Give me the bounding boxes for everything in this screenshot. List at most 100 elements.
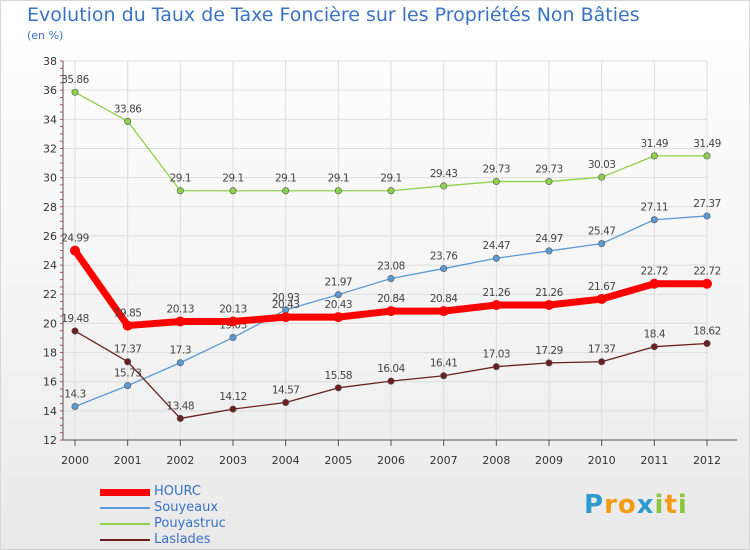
y-tick-label: 32 bbox=[43, 142, 57, 155]
data-point-laslades bbox=[545, 359, 553, 367]
data-point-pouyastruc bbox=[545, 178, 553, 186]
data-point-hourc bbox=[491, 300, 502, 311]
data-label-laslades: 17.37 bbox=[114, 344, 142, 356]
legend-label: Pouyastruc bbox=[154, 516, 226, 531]
data-label-pouyastruc: 31.49 bbox=[693, 138, 721, 150]
x-tick-label: 2009 bbox=[535, 454, 563, 467]
data-point-souyeaux bbox=[176, 359, 184, 367]
data-label-hourc: 19.85 bbox=[114, 308, 142, 320]
y-tick-label: 16 bbox=[43, 376, 57, 389]
logo-letter: r bbox=[604, 490, 618, 520]
y-tick-label: 14 bbox=[43, 405, 57, 418]
data-point-hourc bbox=[122, 320, 133, 331]
data-label-souyeaux: 24.97 bbox=[535, 233, 563, 245]
data-point-souyeaux bbox=[650, 216, 658, 224]
data-point-laslades bbox=[229, 405, 237, 413]
data-label-pouyastruc: 35.86 bbox=[61, 74, 89, 86]
data-label-laslades: 17.29 bbox=[535, 345, 563, 357]
data-label-pouyastruc: 29.1 bbox=[328, 173, 349, 185]
data-point-pouyastruc bbox=[229, 187, 237, 195]
legend-item-hourc: HOURC bbox=[100, 484, 360, 500]
data-label-laslades: 18.62 bbox=[693, 326, 721, 338]
data-point-laslades bbox=[703, 340, 711, 348]
data-label-souyeaux: 27.37 bbox=[693, 198, 721, 210]
data-label-pouyastruc: 29.1 bbox=[380, 173, 401, 185]
data-label-souyeaux: 14.3 bbox=[64, 388, 85, 400]
y-tick-label: 18 bbox=[43, 347, 57, 360]
logo-letter: i bbox=[654, 490, 665, 520]
data-point-laslades bbox=[71, 327, 79, 335]
x-tick-label: 2000 bbox=[61, 454, 89, 467]
data-label-hourc: 20.43 bbox=[272, 299, 300, 311]
x-tick-label: 2012 bbox=[693, 454, 721, 467]
data-point-hourc bbox=[438, 306, 449, 317]
data-label-souyeaux: 24.47 bbox=[483, 240, 511, 252]
data-label-souyeaux: 20.93 bbox=[272, 292, 300, 304]
data-label-laslades: 14.12 bbox=[219, 391, 247, 403]
data-point-hourc bbox=[702, 278, 712, 289]
data-label-laslades: 16.04 bbox=[377, 363, 405, 375]
data-label-hourc: 21.67 bbox=[588, 281, 616, 293]
data-label-laslades: 17.03 bbox=[483, 349, 511, 361]
data-point-hourc bbox=[280, 312, 291, 323]
data-label-souyeaux: 27.11 bbox=[641, 202, 669, 214]
data-point-souyeaux bbox=[440, 265, 448, 273]
data-label-laslades: 16.41 bbox=[430, 358, 458, 370]
y-tick-label: 38 bbox=[43, 55, 57, 68]
chart-title: Evolution du Taux de Taxe Foncière sur l… bbox=[27, 4, 640, 26]
data-point-laslades bbox=[387, 377, 395, 385]
y-tick-label: 24 bbox=[43, 259, 57, 272]
y-tick-label: 36 bbox=[43, 84, 57, 97]
data-label-hourc: 21.26 bbox=[483, 287, 511, 299]
data-point-hourc bbox=[386, 306, 396, 317]
data-point-hourc bbox=[649, 278, 660, 289]
data-label-hourc: 21.26 bbox=[535, 287, 563, 299]
data-label-hourc: 20.13 bbox=[167, 303, 195, 315]
legend-item-laslades: Laslades bbox=[100, 532, 360, 548]
data-point-pouyastruc bbox=[282, 187, 290, 195]
data-label-hourc: 22.72 bbox=[693, 266, 721, 278]
data-label-pouyastruc: 29.43 bbox=[430, 168, 458, 180]
data-point-hourc bbox=[333, 312, 344, 323]
data-label-hourc: 20.43 bbox=[325, 299, 353, 311]
legend-item-souyeaux: Souyeaux bbox=[100, 500, 360, 516]
data-point-souyeaux bbox=[703, 212, 711, 220]
data-point-pouyastruc bbox=[124, 117, 132, 125]
legend-label: Laslades bbox=[154, 532, 211, 547]
x-tick-label: 2008 bbox=[482, 454, 510, 467]
data-label-laslades: 13.48 bbox=[167, 400, 195, 412]
y-tick-label: 26 bbox=[43, 230, 57, 243]
y-tick-label: 22 bbox=[43, 288, 57, 301]
data-label-laslades: 14.57 bbox=[272, 385, 300, 397]
data-point-pouyastruc bbox=[176, 187, 184, 195]
data-label-hourc: 24.99 bbox=[61, 233, 89, 245]
legend-swatch bbox=[100, 507, 150, 509]
data-point-souyeaux bbox=[598, 240, 606, 248]
proxiti-logo: Proxiti bbox=[584, 490, 688, 520]
data-point-souyeaux bbox=[71, 402, 79, 410]
data-point-hourc bbox=[175, 316, 186, 327]
data-point-souyeaux bbox=[124, 382, 132, 390]
data-point-pouyastruc bbox=[650, 152, 658, 160]
data-point-laslades bbox=[124, 358, 132, 366]
y-tick-label: 12 bbox=[43, 434, 57, 447]
data-label-hourc: 20.84 bbox=[430, 293, 458, 305]
x-tick-label: 2001 bbox=[114, 454, 142, 467]
data-label-laslades: 18.4 bbox=[644, 329, 666, 341]
legend-swatch bbox=[100, 539, 150, 541]
data-label-souyeaux: 23.08 bbox=[377, 260, 405, 272]
y-tick-label: 34 bbox=[43, 113, 57, 126]
data-label-souyeaux: 17.3 bbox=[170, 345, 191, 357]
data-label-souyeaux: 23.76 bbox=[430, 251, 458, 263]
data-label-pouyastruc: 29.73 bbox=[535, 164, 563, 176]
data-label-hourc: 20.84 bbox=[377, 293, 405, 305]
data-point-pouyastruc bbox=[598, 173, 606, 181]
data-point-souyeaux bbox=[229, 334, 237, 342]
legend-label: HOURC bbox=[154, 484, 201, 499]
legend-item-pouyastruc: Pouyastruc bbox=[100, 516, 360, 532]
legend-swatch bbox=[100, 489, 150, 496]
logo-letter: P bbox=[584, 490, 605, 520]
data-label-hourc: 22.72 bbox=[641, 266, 669, 278]
data-point-hourc bbox=[596, 294, 607, 305]
